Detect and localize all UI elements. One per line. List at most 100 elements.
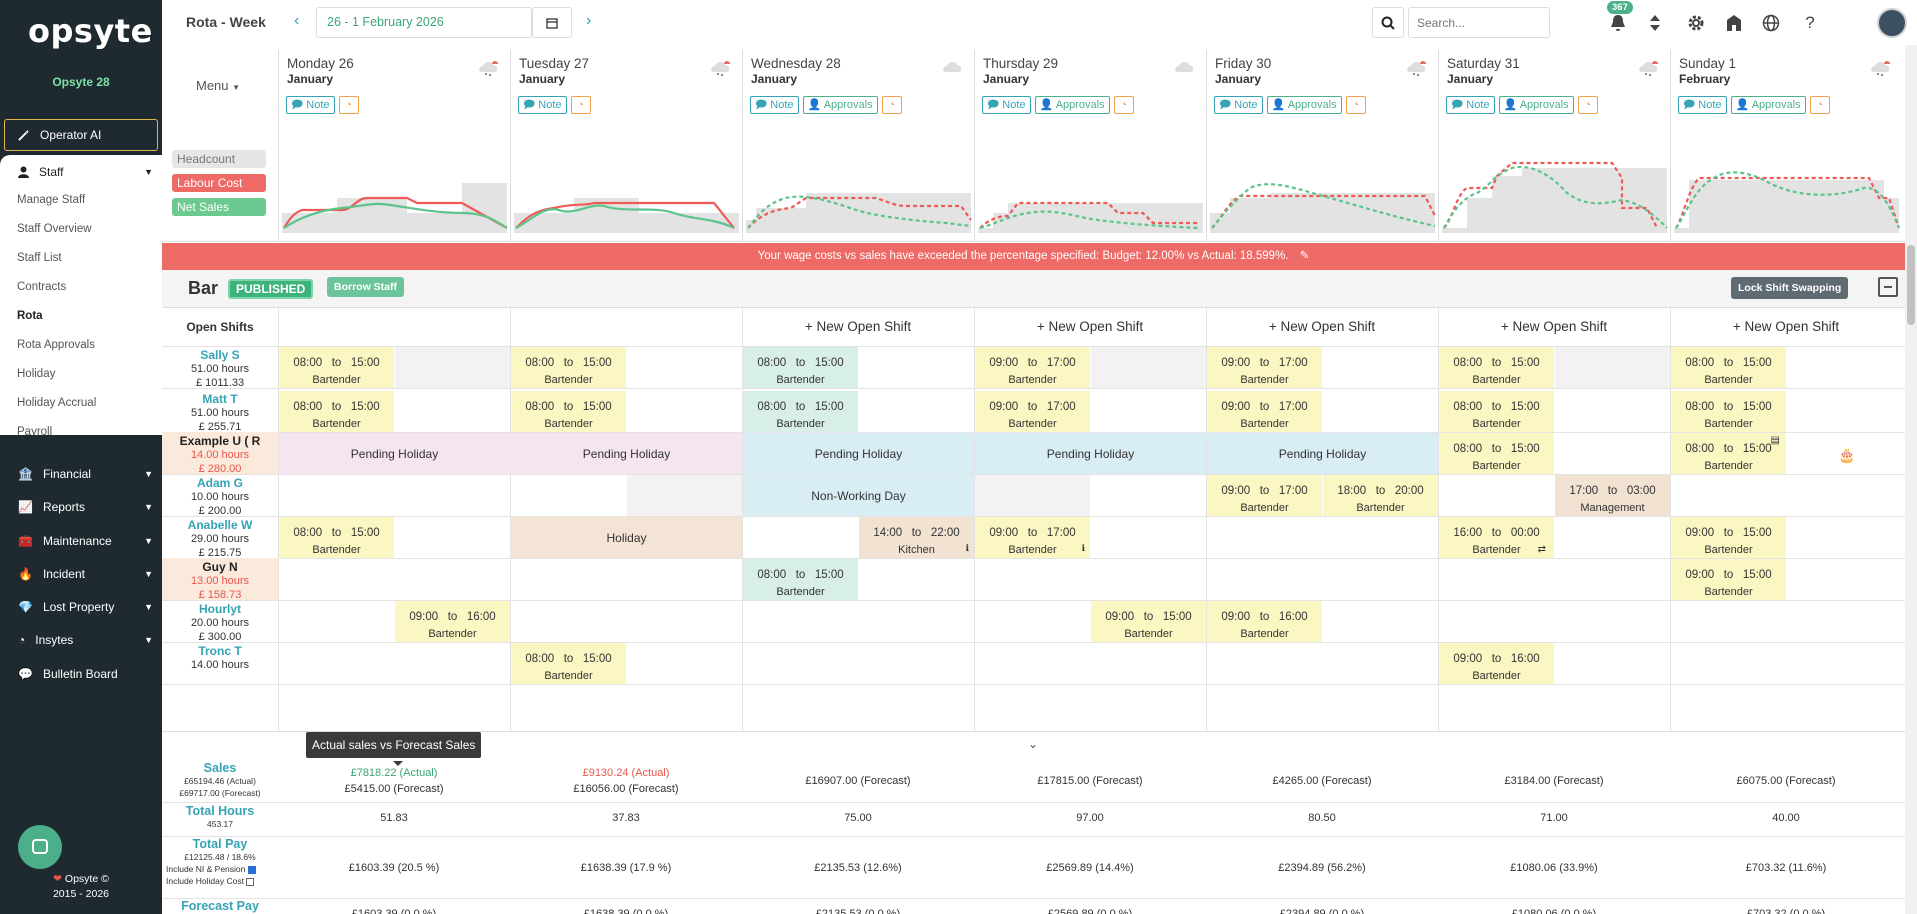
legend-headcount[interactable]: Headcount [172,150,266,168]
shift-block[interactable]: 08:00 to 15:00 Bartender [511,391,626,432]
shift-block[interactable]: 08:00 to 15:00 Bartender [1671,391,1786,432]
shift-block[interactable]: 09:00 to 17:00 Bartender [975,347,1090,388]
shift-block[interactable]: 09:00 to 15:00 Bartender [1671,559,1786,600]
sidebar-item-financial[interactable]: 🏦 Financial ▼ [18,467,153,481]
staff-name[interactable]: Example U ( R [179,434,261,448]
holiday-cost-toggle[interactable]: Include Holiday Cost [162,875,278,887]
approvals-button[interactable]: 👤 Approvals [1730,96,1806,114]
shift-block[interactable]: 16:00 to 00:00 Bartender ⇄ [1439,517,1554,558]
shift-block[interactable]: 08:00 to 15:00 Bartender [279,391,394,432]
shift-block[interactable]: 08:00 to 15:00 Bartender [1439,347,1554,388]
borrow-staff-button[interactable]: Borrow Staff [327,277,404,297]
building-icon[interactable] [1722,11,1746,35]
legend-labour-cost[interactable]: Labour Cost [172,174,266,192]
note-button[interactable]: 🗩 Note [982,96,1031,114]
search-input[interactable] [1408,7,1550,38]
chat-launcher-button[interactable] [18,825,62,869]
pending-holiday-block[interactable]: Pending Holiday [1207,433,1438,474]
sidebar-item-bulletin-board[interactable]: 💬 Bulletin Board [18,667,153,681]
legend-net-sales[interactable]: Net Sales [172,198,266,216]
pending-holiday-block[interactable]: Pending Holiday [975,433,1206,474]
pending-holiday-block[interactable]: Pending Holiday [279,433,510,474]
staff-row-header[interactable]: Hourlyt 20.00 hours £ 300.00 [162,600,278,643]
search-button[interactable] [1372,7,1404,38]
staff-menu-toggle[interactable]: Staff ▼ [18,165,153,179]
staff-row-header[interactable]: Matt T 51.00 hours £ 255.71 [162,390,278,433]
schedule-icon[interactable]: ◔ [881,96,902,114]
schedule-icon[interactable]: ◔ [570,96,591,114]
sidebar-item-insytes[interactable]: ◔ Insytes ▼ [18,633,153,647]
pending-holiday-block[interactable]: Pending Holiday [743,433,974,474]
shift-block[interactable]: 09:00 to 17:00 Bartender [1207,475,1322,516]
staff-row-header[interactable]: Adam G 10.00 hours £ 200.00 [162,474,278,517]
shift-block[interactable]: 08:00 to 15:00 Bartender [743,347,858,388]
info-icon[interactable]: ℹ [965,543,969,553]
note-button[interactable]: 🗩 Note [1678,96,1727,114]
prev-week-arrow-icon[interactable]: ‹ [294,12,300,29]
sidebar-item-contracts[interactable]: Contracts [17,281,67,293]
shift-block[interactable]: 08:00 to 15:00 Bartender [511,643,626,684]
staff-name[interactable]: Hourlyt [199,602,241,616]
shift-block[interactable]: 18:00 to 20:00 Bartender [1323,475,1438,516]
new-open-shift-button[interactable]: + New Open Shift [1732,319,1840,334]
shift-block[interactable]: 08:00 to 15:00 Bartender [279,517,394,558]
shift-block[interactable]: 08:00 to 15:00 Bartender [279,347,394,388]
help-icon[interactable]: ? [1805,13,1815,32]
schedule-icon[interactable]: ◔ [1809,96,1830,114]
shift-block[interactable]: 14:00 to 22:00 Kitchen ℹ [859,517,974,558]
info-icon[interactable]: ℹ [1081,543,1085,553]
shift-block[interactable]: 08:00 to 15:00 Bartender [1439,433,1554,474]
staff-name[interactable]: Guy N [202,560,238,574]
new-open-shift-button[interactable]: + New Open Shift [1500,319,1608,334]
shift-block[interactable]: 09:00 to 17:00 Bartender [1207,347,1322,388]
note-button[interactable]: 🗩 Note [286,96,335,114]
shift-block[interactable]: 08:00 to 15:00 Bartender [743,391,858,432]
sidebar-item-maintenance[interactable]: 🧰 Maintenance ▼ [18,534,153,548]
shift-block[interactable]: 08:00 to 15:00 Bartender [1439,391,1554,432]
staff-name[interactable]: Adam G [196,476,243,490]
sidebar-item-manage-staff[interactable]: Manage Staff [17,194,86,206]
sidebar-item-holiday-accrual[interactable]: Holiday Accrual [17,397,97,409]
checkbox-unchecked[interactable] [246,877,255,886]
shift-block[interactable]: 09:00 to 15:00 Bartender [1091,601,1206,642]
schedule-icon[interactable]: ◔ [1345,96,1366,114]
edit-icon[interactable]: ✎ [1299,250,1310,262]
sidebar-item-staff-overview[interactable]: Staff Overview [17,223,92,235]
sidebar-item-staff-list[interactable]: Staff List [17,252,62,264]
menu-dropdown[interactable]: Menu ▼ [196,78,240,93]
globe-icon[interactable] [1759,11,1783,35]
shift-block[interactable]: 09:00 to 16:00 Bartender [395,601,510,642]
pending-holiday-block[interactable]: Pending Holiday [511,433,742,474]
swap-icon[interactable]: ⇄ [1537,544,1546,555]
site-name[interactable]: Opsyte 28 [52,75,110,89]
calendar-button[interactable] [532,7,572,38]
shift-block[interactable]: 09:00 to 17:00 Bartender ℹ [975,517,1090,558]
holiday-block[interactable]: Holiday [511,517,742,558]
note-button[interactable]: 🗩 Note [518,96,567,114]
sidebar-item-incident[interactable]: 🔥 Incident ▼ [18,567,153,581]
new-open-shift-button[interactable]: + New Open Shift [804,319,912,334]
schedule-icon[interactable]: ◔ [1577,96,1598,114]
sort-icon[interactable] [1643,11,1667,35]
shift-block[interactable]: 08:00 to 15:00 Bartender [1671,347,1786,388]
staff-row-header[interactable]: Sally S 51.00 hours £ 1011.33 [162,346,278,389]
note-button[interactable]: 🗩 Note [750,96,799,114]
note-button[interactable]: 🗩 Note [1446,96,1495,114]
staff-row-header[interactable]: Example U ( R 14.00 hours £ 280.00 [162,432,278,475]
staff-row-header[interactable]: Anabelle W 29.00 hours £ 215.75 [162,516,278,559]
shift-block[interactable]: 09:00 to 17:00 Bartender [975,391,1090,432]
note-button[interactable]: 🗩 Note [1214,96,1263,114]
chevron-down-icon[interactable]: ⌄ [1028,737,1039,751]
schedule-icon[interactable]: ◔ [338,96,359,114]
shift-block[interactable]: 09:00 to 16:00 Bartender [1207,601,1322,642]
staff-name[interactable]: Anabelle W [187,518,253,532]
sidebar-item-holiday[interactable]: Holiday [17,368,56,380]
sidebar-item-reports[interactable]: 📈 Reports ▼ [18,500,153,514]
shift-block[interactable]: 08:00 to 15:00 Bartender [511,347,626,388]
gear-icon[interactable] [1684,11,1708,35]
bell-icon[interactable] [1606,11,1630,35]
shift-block[interactable]: 09:00 to 15:00 Bartender [1671,517,1786,558]
new-open-shift-button[interactable]: + New Open Shift [1268,319,1376,334]
shift-block[interactable]: 09:00 to 17:00 Bartender [1207,391,1322,432]
approvals-button[interactable]: 👤 Approvals [802,96,878,114]
